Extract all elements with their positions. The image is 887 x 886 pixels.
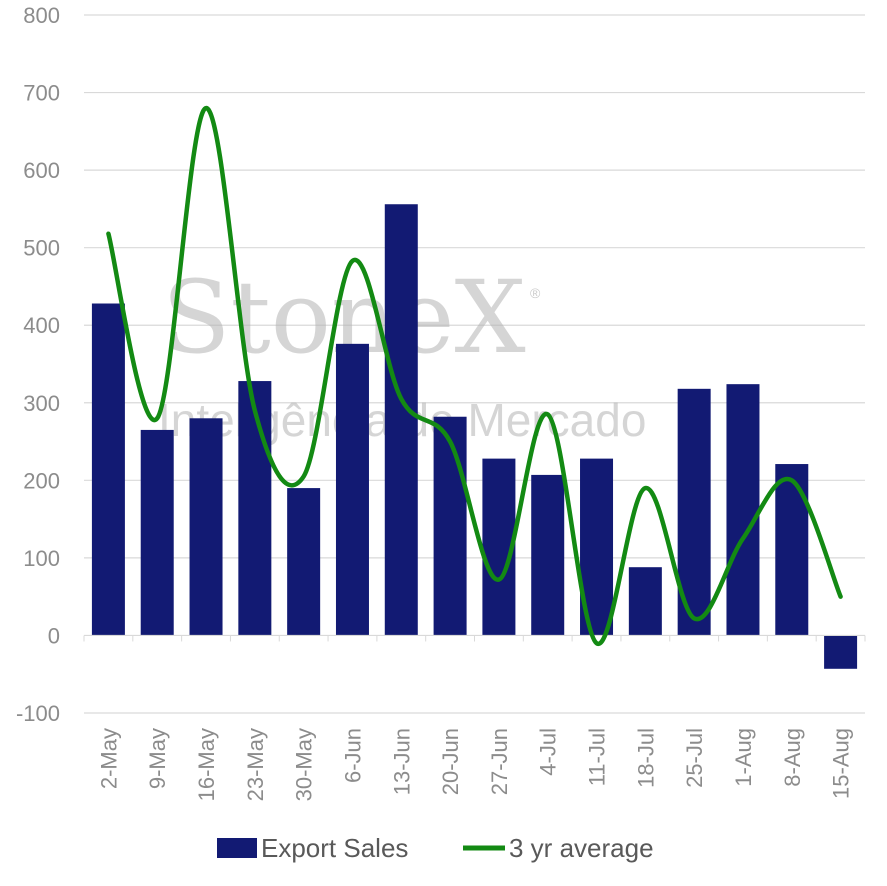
line-series [106,105,843,646]
x-tick-label: 6-Jun [340,728,365,783]
bar [824,635,858,669]
bar [433,416,467,636]
bar [335,343,369,636]
x-tick-label: 27-Jun [487,728,512,795]
bar [628,567,662,636]
legend-label-export-sales: Export Sales [261,833,408,863]
bar-series [91,204,858,669]
x-tick-label: 15-Aug [829,728,854,799]
x-tick-label: 11-Jul [585,728,610,786]
y-tick-label: 700 [23,81,60,106]
x-tick-label: 2-May [96,728,121,789]
x-tick-label: 16-May [194,728,219,801]
y-axis: 800 700 600 500 400 300 200 100 0 -100 [16,3,60,726]
bar [287,488,321,636]
bar [140,429,174,636]
series-line-3yr-average [106,105,843,646]
zero-line [83,634,866,642]
watermark-registered-mark: ® [530,285,541,301]
y-tick-label: 300 [23,391,60,416]
bar [384,204,418,636]
legend-swatch-export-sales [217,838,257,858]
y-tick-label: 800 [23,3,60,28]
x-tick-label: 9-May [145,728,170,789]
x-tick-label: 8-Aug [780,728,805,787]
legend: Export Sales 3 yr average [217,833,654,863]
x-tick-label: 13-Jun [389,728,414,795]
bar [775,464,809,636]
x-tick-label: 1-Aug [731,728,756,787]
bar [189,418,223,636]
bar [238,381,272,636]
x-tick-label: 30-May [292,728,317,801]
y-tick-label: 600 [23,158,60,183]
x-tick-label: 20-Jun [438,728,463,795]
y-tick-label: -100 [16,701,60,726]
bar [531,474,565,636]
y-tick-label: 500 [23,236,60,261]
x-tick-label: 25-Jul [682,728,707,788]
x-tick-label: 23-May [243,728,268,801]
y-tick-label: 400 [23,313,60,338]
bar [726,384,760,636]
y-tick-label: 0 [48,623,60,648]
x-tick-label: 18-Jul [633,728,658,788]
y-tick-label: 200 [23,468,60,493]
y-tick-label: 100 [23,546,60,571]
legend-label-3yr-average: 3 yr average [509,833,654,863]
x-axis: 2-May 9-May 16-May 23-May 30-May 6-Jun 13-Jun 2… [96,728,853,801]
x-tick-label: 4-Jul [536,728,561,776]
bar [91,303,125,636]
